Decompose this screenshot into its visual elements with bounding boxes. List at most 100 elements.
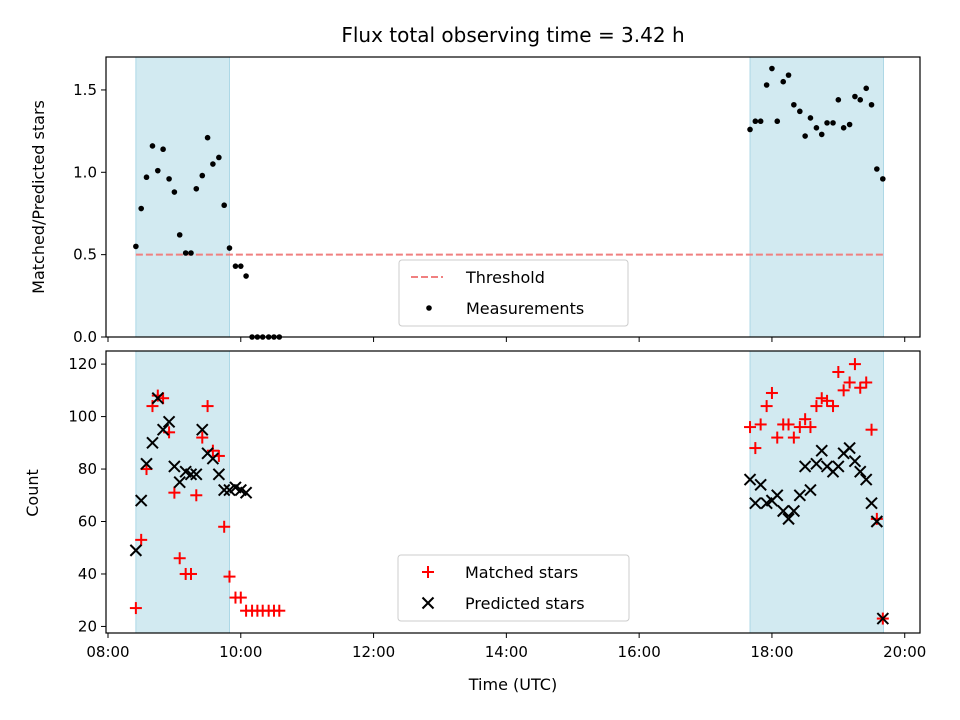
point-plus-36 xyxy=(793,421,806,434)
point-dot-51 xyxy=(880,176,886,182)
legend-box xyxy=(397,554,630,622)
y-tick-label: 20 xyxy=(78,617,97,635)
point-dot-31 xyxy=(769,65,775,72)
y-axis-label-ratio: Matched/Predicted stars xyxy=(29,100,48,294)
ratio-panel: 0.0 0.5 1.0 1.5 Threshold Measurements xyxy=(73,56,921,346)
y-tick-label: 1.0 xyxy=(73,163,97,181)
y-tick-label: 1.5 xyxy=(73,81,97,99)
legend: Threshold Measurements xyxy=(398,259,629,327)
observing-window-0 xyxy=(135,350,230,634)
point-dot-45 xyxy=(846,121,853,128)
point-dot-47 xyxy=(857,97,864,103)
point-plus-3 xyxy=(146,400,159,413)
point-dot-16 xyxy=(221,202,227,209)
point-plus-45 xyxy=(843,376,856,389)
point-dot-38 xyxy=(807,115,814,121)
point-dot-3 xyxy=(149,143,156,149)
y-axis-label-count: Count xyxy=(23,469,42,517)
point-dot-30 xyxy=(763,82,770,88)
point-plus-8 xyxy=(173,552,186,565)
point-dot-19 xyxy=(237,263,244,269)
point-x-7 xyxy=(168,460,181,473)
point-dot-18 xyxy=(232,263,239,269)
x-tick-label: 10:00 xyxy=(219,643,262,661)
legend-box xyxy=(398,259,629,327)
point-dot-5 xyxy=(160,146,166,153)
point-dot-2 xyxy=(143,174,150,181)
y-tick-label: 40 xyxy=(78,565,97,583)
point-x-32 xyxy=(804,483,817,497)
point-plus-41 xyxy=(821,394,834,407)
point-x-40 xyxy=(848,454,862,468)
point-plus-27 xyxy=(744,421,757,434)
point-plus-44 xyxy=(837,384,850,397)
point-x-0 xyxy=(129,544,143,557)
point-plus-32 xyxy=(771,431,784,444)
point-plus-40 xyxy=(815,392,828,405)
point-x-21 xyxy=(743,473,757,486)
point-x-45 xyxy=(876,612,890,625)
point-plus-12 xyxy=(196,431,209,444)
point-x-26 xyxy=(771,489,784,502)
point-plus-28 xyxy=(749,442,762,455)
point-dot-9 xyxy=(182,250,189,256)
point-x-11 xyxy=(190,468,203,481)
point-plus-38 xyxy=(804,421,817,434)
x-tick-label: 08:00 xyxy=(86,643,129,661)
plot-frame xyxy=(105,350,921,634)
series-x xyxy=(129,392,890,625)
point-plus-46 xyxy=(848,358,861,371)
point-dot-42 xyxy=(830,120,836,126)
x-tick-label: 12:00 xyxy=(352,643,395,661)
legend-label: Predicted stars xyxy=(465,594,585,613)
chart-title: Flux total observing time = 3.42 h xyxy=(341,23,684,47)
point-dot-0 xyxy=(133,243,139,250)
point-dot-12 xyxy=(199,172,206,179)
point-plus-31 xyxy=(765,386,778,399)
point-x-14 xyxy=(206,452,220,465)
x-axis-label: Time (UTC) xyxy=(468,675,557,694)
y-tick-label: 120 xyxy=(68,355,97,373)
point-plus-34 xyxy=(782,418,795,431)
point-x-22 xyxy=(749,496,762,510)
point-plus-39 xyxy=(810,400,823,413)
point-dot-46 xyxy=(852,93,858,100)
point-dot-4 xyxy=(154,167,161,174)
point-dot-7 xyxy=(171,189,178,195)
point-plus-10 xyxy=(184,567,197,580)
point-dot-43 xyxy=(835,97,842,103)
point-dot-35 xyxy=(791,101,797,108)
plot-frame xyxy=(105,56,921,338)
y-tick-label: 0.5 xyxy=(73,246,97,264)
x-tick-label: 18:00 xyxy=(750,643,793,661)
point-x-16 xyxy=(217,483,231,497)
point-x-34 xyxy=(815,444,828,457)
point-x-44 xyxy=(870,515,884,528)
point-plus-30 xyxy=(760,400,773,413)
point-plus-7 xyxy=(168,486,181,499)
point-x-4 xyxy=(151,392,164,405)
point-plus-16 xyxy=(218,520,231,533)
point-dot-48 xyxy=(863,85,870,92)
point-dot-27 xyxy=(747,126,753,133)
point-dot-14 xyxy=(210,161,216,167)
point-plus-47 xyxy=(854,381,867,394)
point-dot-10 xyxy=(188,250,194,256)
y-tick-label: 80 xyxy=(78,460,97,478)
point-x-42 xyxy=(860,473,873,486)
legend: Matched stars Predicted stars xyxy=(397,554,630,622)
point-plus-13 xyxy=(201,400,214,413)
point-dot-11 xyxy=(193,185,200,192)
point-dot-44 xyxy=(840,125,847,131)
legend-label: Measurements xyxy=(466,299,584,318)
point-x-33 xyxy=(810,457,823,471)
legend-symbol-plus xyxy=(422,566,434,578)
y-tick-label: 0.0 xyxy=(73,328,97,346)
point-plus-49 xyxy=(865,423,878,436)
point-dot-34 xyxy=(785,72,792,78)
point-dot-29 xyxy=(757,118,764,125)
x-tick-label: 14:00 xyxy=(485,643,528,661)
point-dot-6 xyxy=(166,176,172,182)
y-tick-label: 100 xyxy=(68,408,97,426)
legend-label: Threshold xyxy=(465,268,545,287)
